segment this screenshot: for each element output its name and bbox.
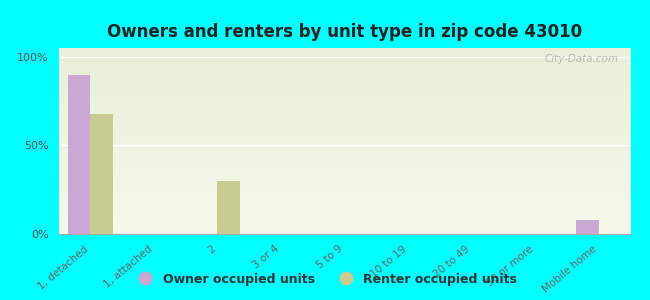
- Bar: [68, 75, 90, 234]
- Title: Owners and renters by unit type in zip code 43010: Owners and renters by unit type in zip c…: [107, 23, 582, 41]
- Bar: [217, 181, 240, 234]
- Bar: [90, 113, 112, 234]
- Text: City-Data.com: City-Data.com: [545, 54, 619, 64]
- Legend: Owner occupied units, Renter occupied units: Owner occupied units, Renter occupied un…: [127, 268, 523, 291]
- Bar: [577, 220, 599, 234]
